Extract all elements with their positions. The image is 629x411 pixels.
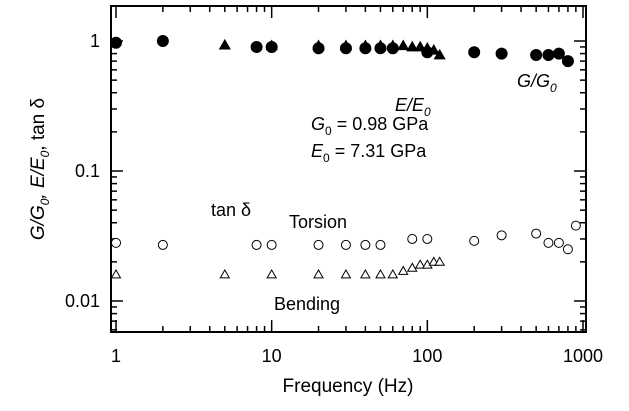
series-2 (111, 220, 581, 255)
y-axis-label: G/G0, E/E0, tan δ (28, 98, 52, 240)
data-point (374, 39, 387, 51)
data-point (219, 268, 231, 279)
x-tick-label: 10 (262, 346, 282, 366)
annotation-torsion: Torsion (289, 212, 347, 232)
x-tick-label: 1000 (563, 346, 603, 366)
data-point (542, 49, 555, 62)
data-point (340, 239, 351, 250)
annotation-g-over-g0: G/G0 (517, 71, 557, 95)
data-point (406, 262, 418, 272)
data-point (434, 256, 446, 266)
data-point (265, 39, 278, 51)
data-point (422, 233, 433, 244)
y-tick-label: 1 (90, 31, 100, 51)
data-point (313, 268, 324, 279)
data-point (469, 235, 480, 246)
data-point (427, 43, 440, 55)
data-point (543, 237, 554, 248)
data-point (421, 42, 434, 53)
x-tick-label: 100 (412, 346, 442, 366)
x-axis-label: Frequency (Hz) (283, 376, 414, 397)
data-point (156, 35, 169, 47)
series-1 (218, 38, 446, 60)
data-point (250, 40, 263, 53)
data-point (375, 239, 386, 250)
annotation-e0-value: E0 = 7.31 GPa (311, 141, 427, 165)
data-point (531, 228, 542, 239)
data-point (414, 40, 427, 52)
data-point (251, 239, 262, 250)
data-marks (110, 35, 581, 279)
data-point (360, 239, 371, 250)
data-point (495, 47, 508, 60)
data-point (397, 39, 410, 51)
data-point (530, 49, 543, 62)
series-0 (110, 35, 574, 68)
annotation-g0-value: G0 = 0.98 GPa (311, 114, 429, 138)
data-point (110, 268, 122, 279)
data-point (339, 39, 353, 51)
data-point (313, 239, 324, 250)
data-point (157, 239, 168, 250)
data-point (111, 237, 121, 248)
data-point (468, 46, 481, 59)
annotation-tan-delta: tan δ (211, 200, 251, 220)
data-point (552, 47, 565, 60)
data-point (496, 230, 507, 241)
y-tick-label: 0.1 (75, 161, 100, 181)
data-point (397, 265, 409, 275)
annotation-e-over-e0: E/E0 (395, 95, 431, 119)
annotation-bending: Bending (274, 294, 340, 314)
data-point (375, 268, 386, 279)
data-point (340, 268, 352, 279)
data-point (386, 39, 399, 51)
data-point (218, 38, 231, 50)
series-3 (110, 256, 446, 279)
y-tick-label: 0.01 (65, 291, 100, 311)
axis-ticks: 1 10 100 1000 0.01 0.1 1 (65, 6, 603, 366)
data-point (570, 220, 581, 231)
data-point (414, 259, 426, 269)
data-point (561, 55, 574, 68)
data-point (562, 244, 573, 255)
data-point (553, 237, 564, 248)
data-point (406, 40, 419, 52)
plot-frame (110, 5, 587, 333)
data-point (387, 268, 399, 279)
x-tick-label: 1 (111, 346, 121, 366)
data-point (110, 36, 122, 49)
data-point (359, 39, 372, 51)
data-point (360, 268, 371, 279)
data-point (266, 239, 277, 250)
data-point (266, 268, 278, 279)
data-point (312, 39, 325, 51)
data-point (407, 233, 418, 244)
data-point (433, 48, 446, 60)
